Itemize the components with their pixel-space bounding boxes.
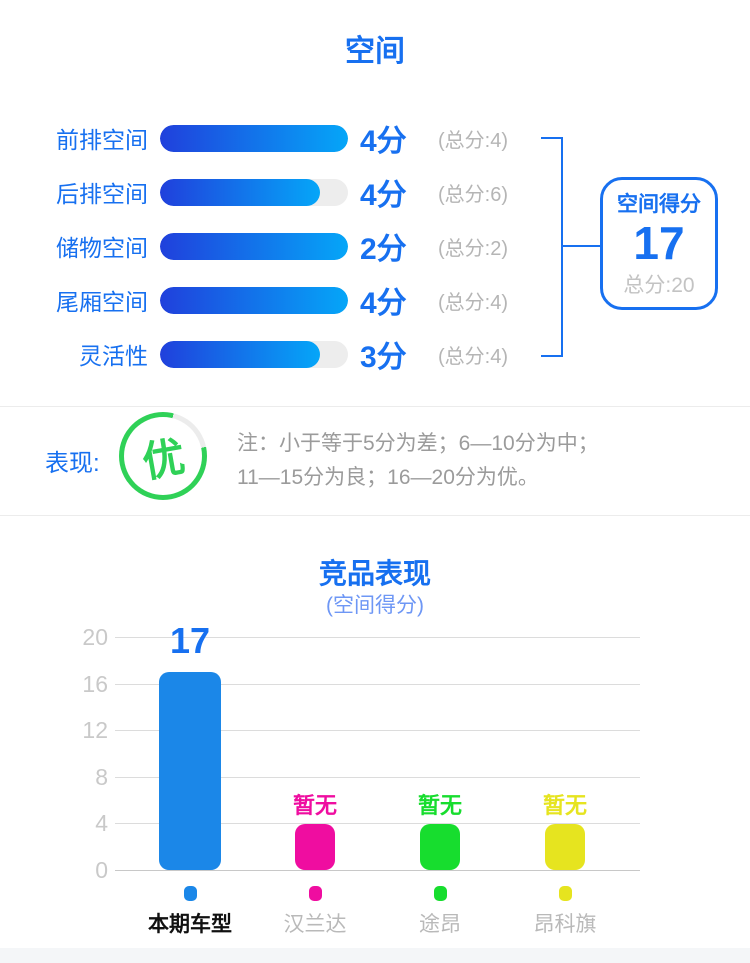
chart-bar-昂科旗 bbox=[545, 823, 585, 870]
rating-label: 前排空间 bbox=[56, 127, 148, 153]
score-box-title: 空间得分 bbox=[617, 193, 701, 217]
rating-score: 4分 bbox=[360, 125, 407, 158]
rating-score: 4分 bbox=[360, 287, 407, 320]
bracket-top-tick bbox=[541, 137, 563, 139]
rating-bar-track bbox=[160, 232, 348, 260]
rating-bar-fill bbox=[160, 124, 348, 152]
score-box-total: 总分:20 bbox=[623, 273, 695, 297]
rating-label: 储物空间 bbox=[56, 235, 148, 261]
bar-value-label-汉兰达: 暂无 bbox=[292, 792, 337, 818]
rating-bar-track bbox=[160, 178, 348, 206]
gridline-0 bbox=[115, 870, 640, 871]
competitor-chart: 竞品表现 (空间得分) 20 16 12 8 4 0 17 本期车型 暂无汉兰达 暂无途昂 暂无昂科… bbox=[0, 515, 750, 948]
rating-label: 后排空间 bbox=[56, 181, 148, 207]
chart-bar-途昂 bbox=[420, 823, 460, 870]
scoring-note-line1: 注：小于等于5分为差；6—10分为中； bbox=[237, 432, 599, 455]
legend-marker-汉兰达 bbox=[309, 886, 322, 901]
gridline-8 bbox=[115, 776, 640, 778]
legend-marker-昂科旗 bbox=[559, 886, 572, 901]
page-title: 空间 bbox=[345, 35, 405, 68]
rating-bar-fill bbox=[160, 286, 348, 314]
x-axis-label-昂科旗: 昂科旗 bbox=[533, 913, 597, 936]
rating-bar-track bbox=[160, 340, 348, 368]
y-axis-label-12: 12 bbox=[82, 717, 108, 744]
y-axis-label-20: 20 bbox=[82, 624, 108, 650]
y-axis-label-0: 0 bbox=[95, 857, 108, 883]
chart-bar-本期车型 bbox=[159, 671, 221, 870]
rating-row: 灵活性 3分 (总分:4) bbox=[0, 327, 560, 381]
divider-bottom bbox=[0, 515, 750, 516]
x-axis-label-本期车型: 本期车型 bbox=[148, 913, 232, 936]
gridline-4 bbox=[115, 823, 640, 825]
bracket-middle-connector bbox=[561, 245, 601, 247]
rating-total: (总分:4) bbox=[438, 129, 508, 152]
space-score-box: 空间得分 17 总分:20 bbox=[600, 177, 718, 310]
rating-total: (总分:4) bbox=[438, 345, 508, 368]
performance-label: 表现: bbox=[45, 450, 100, 477]
rating-total: (总分:6) bbox=[438, 183, 508, 206]
rating-bar-track bbox=[160, 286, 348, 314]
rating-label: 灵活性 bbox=[79, 343, 148, 369]
rating-row: 后排空间 4分 (总分:6) bbox=[0, 165, 560, 219]
rating-score: 4分 bbox=[360, 179, 407, 212]
chart-subtitle: (空间得分) bbox=[326, 594, 424, 617]
rating-score: 3分 bbox=[360, 341, 407, 374]
performance-badge-grade: 优 bbox=[138, 432, 189, 486]
chart-title: 竞品表现 bbox=[318, 558, 431, 589]
rating-row: 储物空间 2分 (总分:2) bbox=[0, 219, 560, 273]
legend-marker-途昂 bbox=[434, 886, 447, 901]
rating-bar-track bbox=[160, 124, 348, 152]
performance-badge-inner: 优 bbox=[124, 417, 202, 495]
space-rows: 前排空间 4分 (总分:4) 后排空间 4分 (总分:6) 储物空间 2分 (总分:2) 尾厢空间… bbox=[0, 111, 560, 381]
bar-value-label-昂科旗: 暂无 bbox=[542, 792, 587, 818]
rating-total: (总分:4) bbox=[438, 291, 508, 314]
bar-value-label-途昂: 暂无 bbox=[417, 792, 462, 818]
rating-bar-fill bbox=[160, 340, 320, 368]
y-axis-label-16: 16 bbox=[82, 670, 108, 697]
chart-bar-汉兰达 bbox=[295, 823, 335, 870]
gridline-12 bbox=[115, 730, 640, 732]
bracket-vertical-line bbox=[561, 137, 563, 357]
rating-bar-fill bbox=[160, 178, 320, 206]
rating-bar-fill bbox=[160, 232, 348, 260]
performance-badge-ring-icon: 优 bbox=[119, 412, 207, 500]
x-axis-label-汉兰达: 汉兰达 bbox=[283, 913, 347, 936]
bar-value-label-本期车型: 17 bbox=[169, 619, 211, 661]
rating-score: 2分 bbox=[360, 233, 407, 266]
x-axis-label-途昂: 途昂 bbox=[419, 913, 461, 936]
rating-row: 尾厢空间 4分 (总分:4) bbox=[0, 273, 560, 327]
scoring-note-line2: 11—15分为良；16—20分为优。 bbox=[237, 466, 539, 489]
y-axis-label-8: 8 bbox=[95, 763, 108, 790]
bracket-bottom-tick bbox=[541, 355, 563, 357]
gridline-16 bbox=[115, 683, 640, 685]
y-axis-label-4: 4 bbox=[95, 810, 108, 837]
scoring-note: 注：小于等于5分为差；6—10分为中； 11—15分为良；16—20分为优。 bbox=[237, 427, 599, 495]
rating-total: (总分:2) bbox=[438, 237, 508, 260]
gridline-20 bbox=[115, 637, 640, 638]
legend-marker-本期车型 bbox=[184, 886, 197, 901]
divider-top bbox=[0, 406, 750, 407]
rating-label: 尾厢空间 bbox=[56, 289, 148, 315]
score-box-value: 17 bbox=[633, 217, 685, 270]
footer-strip bbox=[0, 948, 750, 963]
rating-row: 前排空间 4分 (总分:4) bbox=[0, 111, 560, 165]
